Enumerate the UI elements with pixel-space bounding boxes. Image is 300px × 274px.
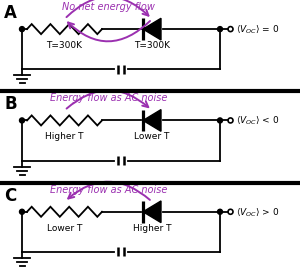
Text: $\langle V_{OC}\rangle$ > 0: $\langle V_{OC}\rangle$ > 0: [236, 206, 279, 218]
Circle shape: [228, 27, 233, 32]
Text: Energy flow as AC noise: Energy flow as AC noise: [50, 185, 167, 195]
Text: A: A: [4, 4, 17, 22]
Polygon shape: [143, 201, 161, 222]
Circle shape: [20, 209, 25, 214]
Text: C: C: [4, 187, 16, 205]
Circle shape: [228, 209, 233, 214]
Circle shape: [228, 118, 233, 123]
Text: $\langle V_{OC}\rangle$ < 0: $\langle V_{OC}\rangle$ < 0: [236, 115, 279, 126]
Circle shape: [20, 27, 25, 32]
Text: T=300K: T=300K: [134, 41, 170, 50]
Polygon shape: [143, 110, 161, 131]
Circle shape: [20, 118, 25, 123]
Text: Lower T: Lower T: [47, 224, 82, 233]
Circle shape: [218, 209, 223, 214]
Polygon shape: [143, 18, 161, 40]
Text: Lower T: Lower T: [134, 133, 170, 141]
Circle shape: [218, 27, 223, 32]
Text: B: B: [4, 95, 16, 113]
Text: Higher T: Higher T: [45, 133, 84, 141]
Text: T=300K: T=300K: [46, 41, 82, 50]
Text: Energy flow as AC noise: Energy flow as AC noise: [50, 93, 167, 103]
Text: No net energy flow: No net energy flow: [62, 2, 155, 12]
Circle shape: [218, 118, 223, 123]
Text: $\langle V_{OC}\rangle$ = 0: $\langle V_{OC}\rangle$ = 0: [236, 23, 279, 35]
Text: Higher T: Higher T: [133, 224, 171, 233]
